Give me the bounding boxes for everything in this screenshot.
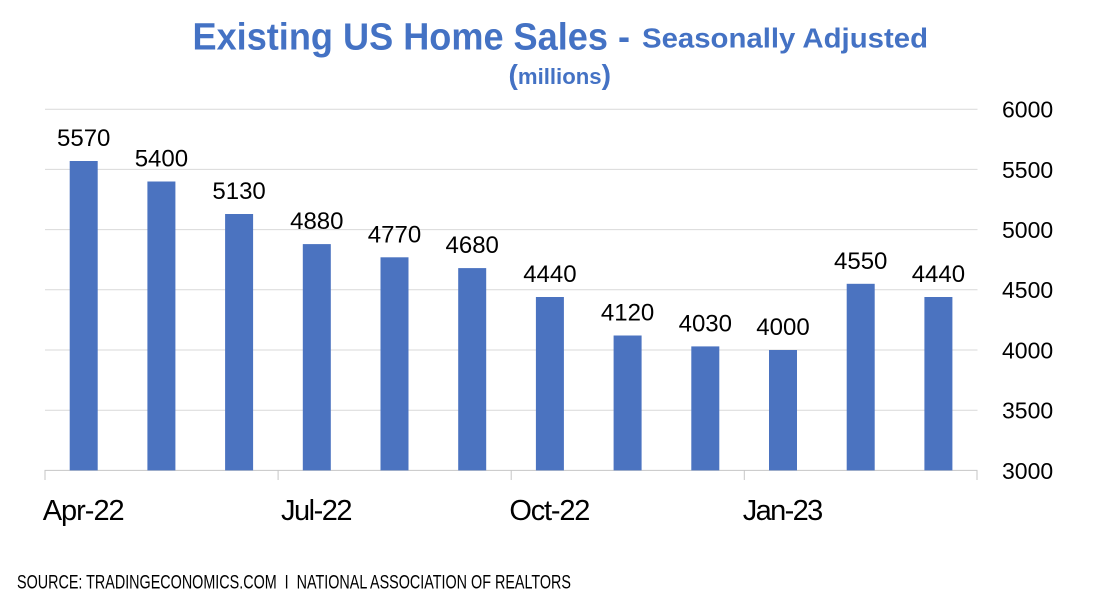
svg-text:(millions): (millions) <box>509 59 612 90</box>
svg-text:4030: 4030 <box>679 310 732 337</box>
svg-text:Seasonally Adjusted: Seasonally Adjusted <box>642 23 928 54</box>
svg-text:5570: 5570 <box>57 125 110 152</box>
svg-text:5500: 5500 <box>1002 157 1053 183</box>
svg-text:Existing US Home Sales -: Existing US Home Sales - <box>193 17 631 59</box>
svg-text:Apr-22: Apr-22 <box>43 495 125 527</box>
svg-text:5400: 5400 <box>135 146 188 173</box>
svg-text:4000: 4000 <box>756 314 809 341</box>
svg-text:Oct-22: Oct-22 <box>509 495 590 527</box>
svg-text:5130: 5130 <box>212 178 265 205</box>
svg-text:4880: 4880 <box>290 208 343 235</box>
svg-text:4120: 4120 <box>601 300 654 327</box>
svg-text:Jul-22: Jul-22 <box>281 495 353 527</box>
svg-text:4440: 4440 <box>523 261 576 288</box>
svg-text:4000: 4000 <box>1002 337 1053 363</box>
svg-text:4550: 4550 <box>834 248 887 275</box>
svg-text:5000: 5000 <box>1002 217 1053 243</box>
svg-text:3500: 3500 <box>1002 398 1053 424</box>
svg-text:4770: 4770 <box>368 221 421 248</box>
svg-text:3000: 3000 <box>1002 458 1053 484</box>
svg-text:SOURCE: TRADINGECONOMICS.COM: SOURCE: TRADINGECONOMICS.COM I NATIONAL … <box>17 573 571 594</box>
svg-text:4500: 4500 <box>1002 277 1053 303</box>
svg-text:Jan-23: Jan-23 <box>743 495 824 527</box>
svg-text:4680: 4680 <box>446 232 499 259</box>
svg-text:4440: 4440 <box>912 261 965 288</box>
svg-text:6000: 6000 <box>1002 97 1053 123</box>
